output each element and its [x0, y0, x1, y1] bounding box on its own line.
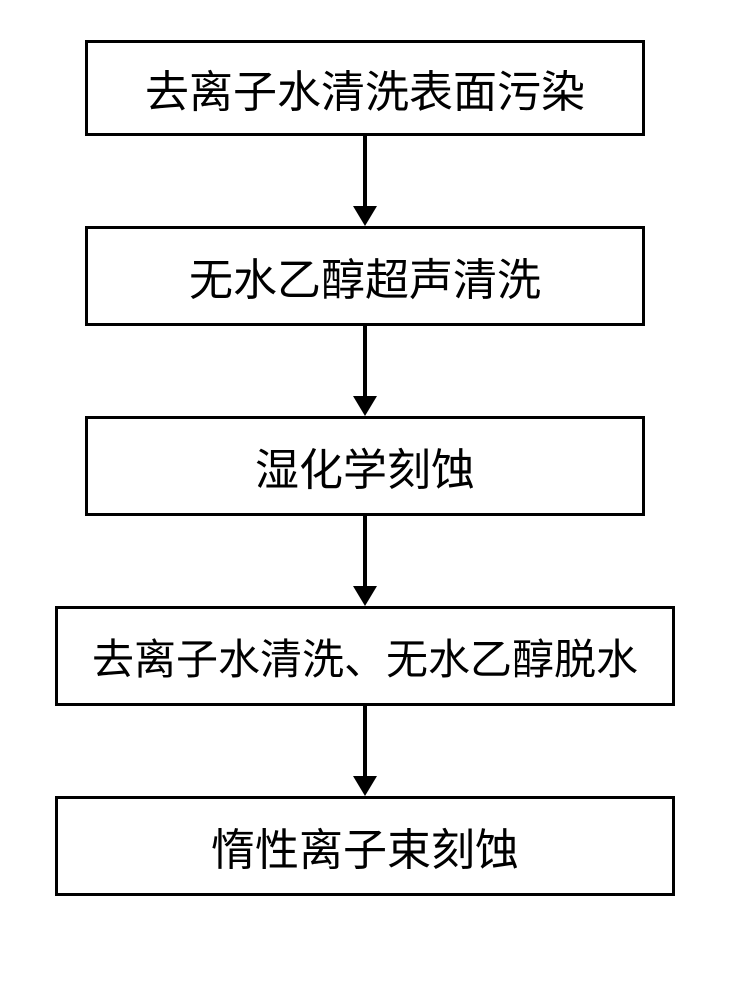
arrow-line	[363, 326, 367, 396]
step-box-3: 湿化学刻蚀	[85, 416, 645, 516]
step-box-4: 去离子水清洗、无水乙醇脱水	[55, 606, 675, 706]
step-box-1: 去离子水清洗表面污染	[85, 40, 645, 136]
arrow-head-icon	[353, 206, 377, 226]
arrow-2	[353, 326, 377, 416]
arrow-line	[363, 706, 367, 776]
arrow-head-icon	[353, 396, 377, 416]
step-label: 去离子水清洗表面污染	[145, 56, 585, 120]
step-box-5: 惰性离子束刻蚀	[55, 796, 675, 896]
arrow-line	[363, 516, 367, 586]
arrow-1	[353, 136, 377, 226]
step-label: 湿化学刻蚀	[255, 434, 475, 498]
arrow-head-icon	[353, 776, 377, 796]
arrow-3	[353, 516, 377, 606]
step-label: 惰性离子束刻蚀	[211, 814, 519, 878]
arrow-4	[353, 706, 377, 796]
arrow-head-icon	[353, 586, 377, 606]
step-label: 无水乙醇超声清洗	[189, 244, 541, 308]
step-box-2: 无水乙醇超声清洗	[85, 226, 645, 326]
arrow-line	[363, 136, 367, 206]
step-label: 去离子水清洗、无水乙醇脱水	[92, 626, 638, 687]
flowchart-container: 去离子水清洗表面污染 无水乙醇超声清洗 湿化学刻蚀 去离子水清洗、无水乙醇脱水 …	[0, 0, 730, 896]
